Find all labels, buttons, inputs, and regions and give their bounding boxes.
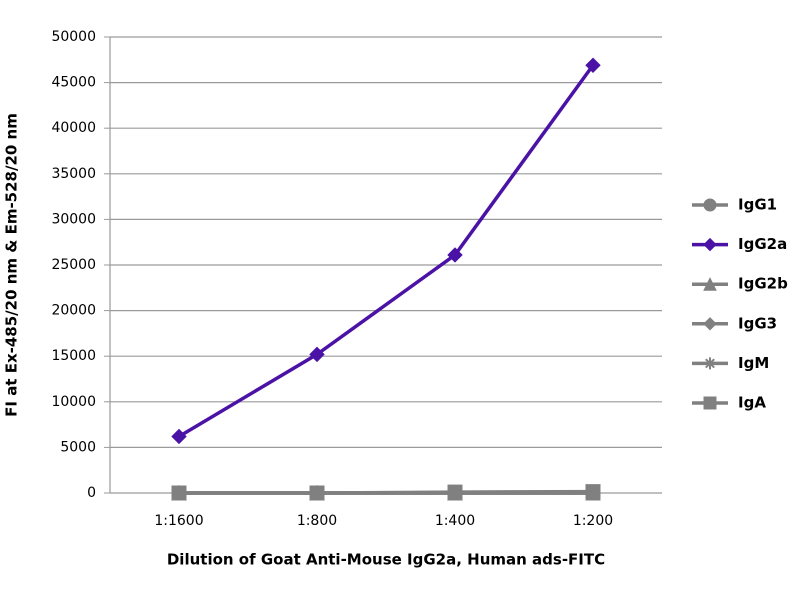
- marker: [585, 57, 601, 73]
- marker: [703, 198, 717, 212]
- y-tick-label: 40000: [51, 120, 96, 136]
- legend-label: IgM: [738, 354, 769, 372]
- marker: [447, 247, 463, 263]
- legend-label: IgG3: [738, 314, 777, 332]
- y-tick-label: 5000: [60, 439, 96, 455]
- marker: [704, 357, 716, 370]
- y-tick-label: 20000: [51, 303, 96, 319]
- y-tick-label: 30000: [51, 211, 96, 227]
- y-tick-label: 50000: [51, 29, 96, 45]
- y-tick-label: 15000: [51, 348, 96, 364]
- y-tick-label: 25000: [51, 257, 96, 273]
- marker: [309, 346, 325, 363]
- marker: [585, 484, 601, 500]
- x-tick-label: 1:1600: [154, 513, 203, 529]
- x-axis-label: Dilution of Goat Anti-Mouse IgG2a, Human…: [167, 551, 605, 569]
- marker: [703, 277, 717, 291]
- y-tick-label: 35000: [51, 166, 96, 182]
- y-tick-label: 10000: [51, 394, 96, 410]
- marker: [171, 428, 187, 445]
- series-line: [178, 64, 595, 438]
- x-tick-label: 1:200: [573, 513, 613, 529]
- y-tick-label: 45000: [51, 75, 96, 91]
- legend-label: IgG1: [738, 196, 777, 214]
- y-axis-label: FI at Ex-485/20 nm & Em-528/20 nm: [3, 113, 21, 417]
- x-tick-label: 1:800: [297, 513, 337, 529]
- marker: [703, 237, 717, 252]
- legend-label: IgG2a: [738, 235, 787, 253]
- marker: [171, 485, 187, 501]
- legend-label: IgG2b: [738, 275, 788, 293]
- x-tick-label: 1:400: [435, 513, 475, 529]
- marker: [703, 396, 717, 410]
- marker: [447, 484, 463, 500]
- legend-label: IgA: [738, 394, 766, 412]
- y-tick-label: 0: [87, 485, 96, 501]
- series-line: [179, 489, 594, 495]
- marker: [703, 317, 717, 331]
- marker: [309, 485, 325, 501]
